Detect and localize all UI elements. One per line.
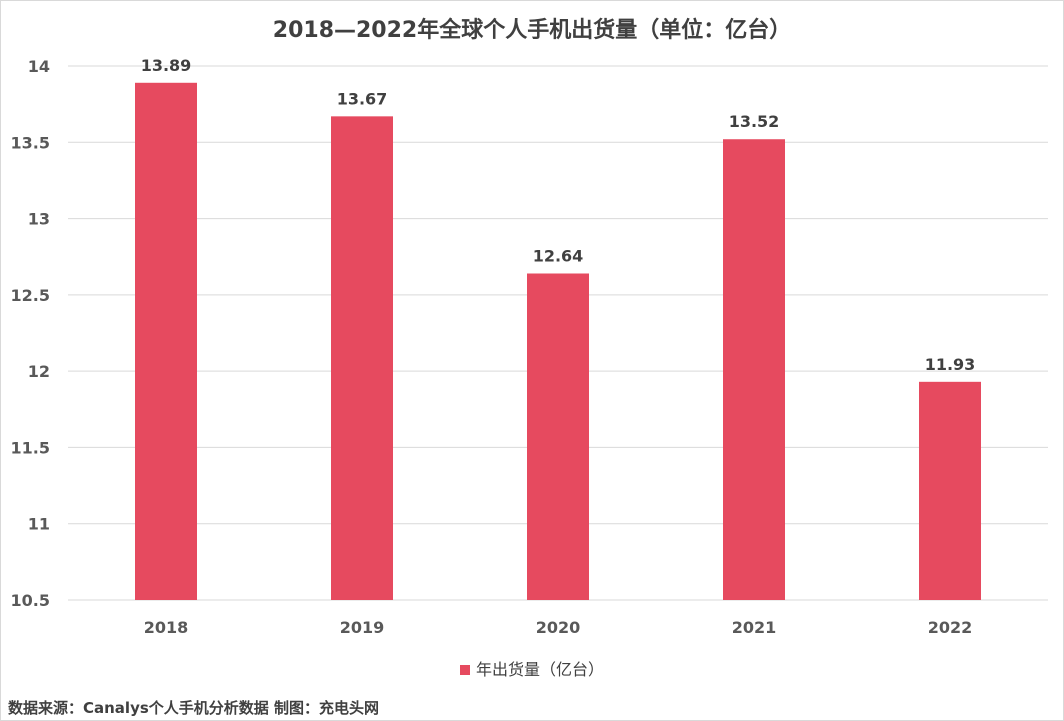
data-label-2019: 13.67 (337, 89, 388, 108)
y-tick-label: 13.5 (11, 133, 50, 152)
data-labels: 13.89 13.67 12.64 13.52 11.93 (141, 56, 976, 374)
y-tick-label: 11.5 (11, 438, 50, 457)
legend-label: 年出货量（亿台） (475, 660, 604, 679)
data-label-2018: 13.89 (141, 56, 192, 75)
bars (135, 82, 981, 601)
bar-2019 (331, 116, 393, 600)
data-label-2022: 11.93 (925, 355, 976, 374)
bar-2022 (919, 381, 981, 600)
chart-title: 2018—2022年全球个人手机出货量（单位：亿台） (272, 18, 792, 43)
x-tick-label-2018: 2018 (144, 618, 189, 637)
x-axis-ticks: 2018 2019 2020 2021 2022 (144, 618, 973, 637)
bar-2018 (135, 82, 197, 601)
y-axis-ticks: 10.5 11 11.5 12 12.5 13 13.5 14 (11, 57, 50, 610)
data-label-2021: 13.52 (729, 112, 780, 131)
y-tick-label: 12 (28, 362, 50, 381)
y-tick-label: 10.5 (11, 591, 50, 610)
y-tick-label: 12.5 (11, 286, 50, 305)
x-tick-label-2022: 2022 (928, 618, 973, 637)
x-tick-label-2021: 2021 (732, 618, 777, 637)
x-tick-label-2019: 2019 (340, 618, 385, 637)
bar-chart: 10.5 11 11.5 12 12.5 13 13.5 14 13.89 13.67 12.64… (11, 56, 1048, 637)
y-tick-label: 13 (28, 210, 50, 229)
bar-2020 (527, 273, 589, 600)
y-tick-label: 11 (28, 515, 50, 534)
bar-2021 (723, 139, 785, 600)
legend: 年出货量（亿台） (0, 656, 1064, 680)
y-tick-label: 14 (28, 57, 50, 76)
legend-swatch (459, 665, 470, 675)
source-note: 数据来源：Canalys个人手机分析数据 制图：充电头网 (8, 699, 380, 717)
data-label-2020: 12.64 (533, 246, 584, 265)
x-tick-label-2020: 2020 (536, 618, 581, 637)
